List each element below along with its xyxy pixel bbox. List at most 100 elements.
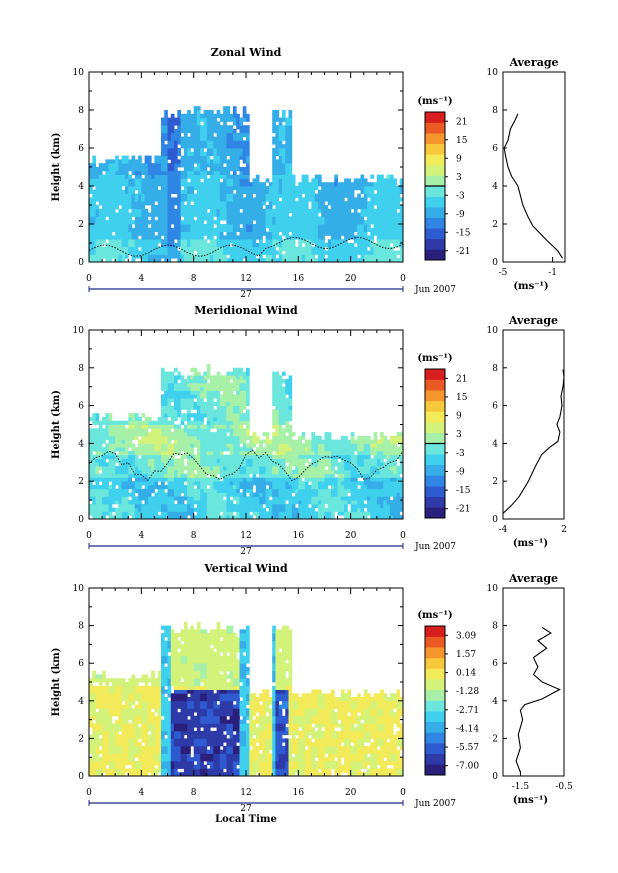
heatmap-cell bbox=[174, 458, 178, 463]
heatmap-cell bbox=[203, 507, 208, 512]
heatmap-cell bbox=[226, 413, 231, 418]
heatmap-cell bbox=[226, 492, 231, 497]
heatmap-cell bbox=[128, 205, 132, 210]
heatmap-cell bbox=[121, 258, 126, 263]
heatmap-cell bbox=[337, 473, 342, 478]
heatmap-cell bbox=[255, 201, 260, 206]
heatmap-cell bbox=[147, 193, 152, 198]
heatmap-cell bbox=[291, 254, 296, 259]
heatmap-cell bbox=[102, 178, 106, 183]
heatmap-cell bbox=[246, 159, 250, 164]
heatmap-cell bbox=[275, 398, 280, 403]
heatmap-cell bbox=[128, 503, 132, 509]
heatmap-cell bbox=[174, 466, 178, 471]
heatmap-cell bbox=[236, 458, 240, 463]
heatmap-cell bbox=[134, 485, 139, 490]
heatmap-cell bbox=[304, 492, 309, 497]
heatmap-cell bbox=[157, 258, 162, 263]
heatmap-cell bbox=[255, 466, 260, 471]
heatmap-cell bbox=[304, 254, 309, 259]
heatmap-cell bbox=[138, 432, 142, 437]
heatmap-cell bbox=[226, 371, 231, 376]
heatmap-cell bbox=[229, 390, 234, 395]
heatmap-cell bbox=[190, 159, 195, 164]
heatmap-cell bbox=[183, 140, 188, 145]
heatmap-cell bbox=[232, 163, 237, 168]
heatmap-cell bbox=[229, 432, 234, 437]
heatmap-cell bbox=[131, 454, 136, 459]
heatmap-cell bbox=[102, 220, 106, 225]
heatmap-cell bbox=[259, 473, 263, 478]
heatmap-cell bbox=[125, 250, 129, 255]
heatmap-cell bbox=[239, 511, 244, 516]
heatmap-cell bbox=[226, 382, 231, 388]
heatmap-cell bbox=[89, 258, 93, 263]
heatmap-cell bbox=[216, 401, 221, 406]
heatmap-cell bbox=[232, 428, 237, 433]
heatmap-cell bbox=[200, 511, 204, 516]
heatmap-cell bbox=[183, 473, 188, 478]
heatmap-cell bbox=[203, 466, 208, 471]
heatmap-cell bbox=[344, 216, 348, 221]
heatmap-cell bbox=[242, 515, 247, 520]
heatmap-cell bbox=[138, 473, 142, 478]
heatmap-cell bbox=[275, 477, 280, 482]
heatmap-cell bbox=[272, 473, 276, 478]
heatmap-cell bbox=[285, 125, 289, 130]
heatmap-cell bbox=[157, 485, 162, 490]
heatmap-cell bbox=[151, 435, 155, 440]
heatmap-cell bbox=[318, 466, 322, 471]
heatmap-cell bbox=[314, 197, 319, 202]
heatmap-cell bbox=[95, 189, 100, 194]
heatmap-cell bbox=[200, 473, 204, 478]
heatmap-cell bbox=[285, 485, 289, 490]
heatmap-cell bbox=[167, 178, 172, 183]
heatmap-cell bbox=[226, 485, 231, 490]
heatmap-cell bbox=[183, 155, 188, 160]
heatmap-cell bbox=[216, 132, 221, 137]
heatmap-cell bbox=[393, 216, 397, 221]
heatmap-cell bbox=[164, 121, 168, 126]
heatmap-cell bbox=[298, 208, 302, 213]
heatmap-cell bbox=[177, 443, 181, 448]
heatmap-cell bbox=[210, 174, 214, 179]
heatmap-cell bbox=[219, 170, 224, 175]
heatmap-cell bbox=[301, 174, 306, 179]
profile-y-tick-label: 2 bbox=[492, 220, 498, 230]
heatmap-cell bbox=[167, 420, 172, 425]
heatmap-cell bbox=[200, 212, 204, 217]
heatmap-cell bbox=[167, 208, 172, 213]
heatmap-cell bbox=[219, 451, 224, 456]
heatmap-cell bbox=[275, 193, 280, 198]
heatmap-cell bbox=[344, 496, 348, 501]
heatmap-cell bbox=[167, 205, 172, 210]
heatmap-cell bbox=[282, 454, 286, 459]
heatmap-cell bbox=[89, 443, 93, 448]
heatmap-cell bbox=[203, 515, 208, 520]
heatmap-cell bbox=[311, 258, 316, 263]
heatmap-cell bbox=[282, 110, 286, 115]
heatmap-cell bbox=[180, 420, 185, 425]
heatmap-cell bbox=[324, 216, 329, 221]
heatmap-cell bbox=[95, 182, 100, 187]
heatmap-cell bbox=[216, 477, 221, 482]
heatmap-cell bbox=[115, 254, 119, 259]
heatmap-cell bbox=[236, 503, 240, 509]
heatmap-cell bbox=[324, 193, 329, 198]
profile-y-tick-label: 10 bbox=[487, 68, 499, 78]
heatmap-cell bbox=[206, 178, 211, 183]
heatmap-cell bbox=[285, 503, 289, 509]
heatmap-cell bbox=[125, 485, 129, 490]
heatmap-cell bbox=[278, 227, 283, 232]
heatmap-cell bbox=[102, 224, 106, 229]
heatmap-cell bbox=[249, 197, 253, 202]
heatmap-cell bbox=[229, 507, 234, 512]
heatmap-cell bbox=[259, 485, 263, 490]
heatmap-cell bbox=[255, 511, 260, 516]
heatmap-cell bbox=[134, 432, 139, 437]
heatmap-cell bbox=[327, 239, 332, 244]
heatmap-cell bbox=[134, 197, 139, 202]
heatmap-cell bbox=[275, 454, 280, 459]
heatmap-cell bbox=[334, 201, 338, 206]
heatmap-cell bbox=[131, 201, 136, 206]
